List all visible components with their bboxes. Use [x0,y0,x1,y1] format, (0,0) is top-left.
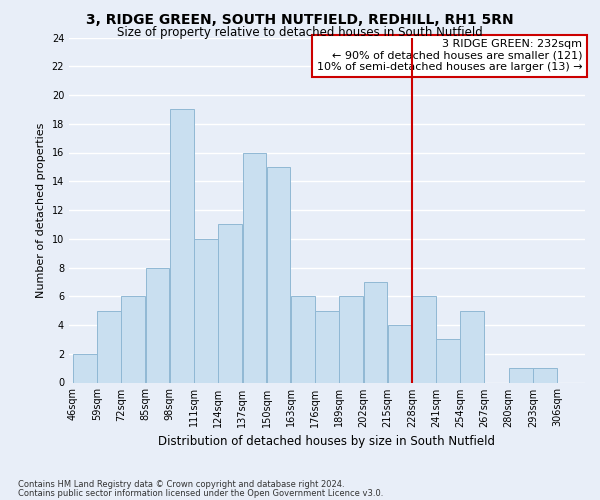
Bar [146,268,169,382]
Bar [73,354,97,382]
Text: Contains public sector information licensed under the Open Government Licence v3: Contains public sector information licen… [18,489,383,498]
Text: Size of property relative to detached houses in South Nutfield: Size of property relative to detached ho… [117,26,483,39]
Bar [436,340,460,382]
Bar [97,310,121,382]
Bar [340,296,363,382]
Bar [315,310,339,382]
Text: 3 RIDGE GREEN: 232sqm
← 90% of detached houses are smaller (121)
10% of semi-det: 3 RIDGE GREEN: 232sqm ← 90% of detached … [317,39,583,72]
Bar [533,368,557,382]
Bar [242,152,266,382]
Bar [170,110,194,382]
Bar [509,368,533,382]
Y-axis label: Number of detached properties: Number of detached properties [36,122,46,298]
Bar [194,239,218,382]
Bar [291,296,314,382]
Bar [364,282,387,382]
Bar [267,167,290,382]
Bar [218,224,242,382]
Bar [121,296,145,382]
X-axis label: Distribution of detached houses by size in South Nutfield: Distribution of detached houses by size … [158,435,496,448]
Text: Contains HM Land Registry data © Crown copyright and database right 2024.: Contains HM Land Registry data © Crown c… [18,480,344,489]
Bar [388,325,412,382]
Bar [460,310,484,382]
Text: 3, RIDGE GREEN, SOUTH NUTFIELD, REDHILL, RH1 5RN: 3, RIDGE GREEN, SOUTH NUTFIELD, REDHILL,… [86,12,514,26]
Bar [412,296,436,382]
